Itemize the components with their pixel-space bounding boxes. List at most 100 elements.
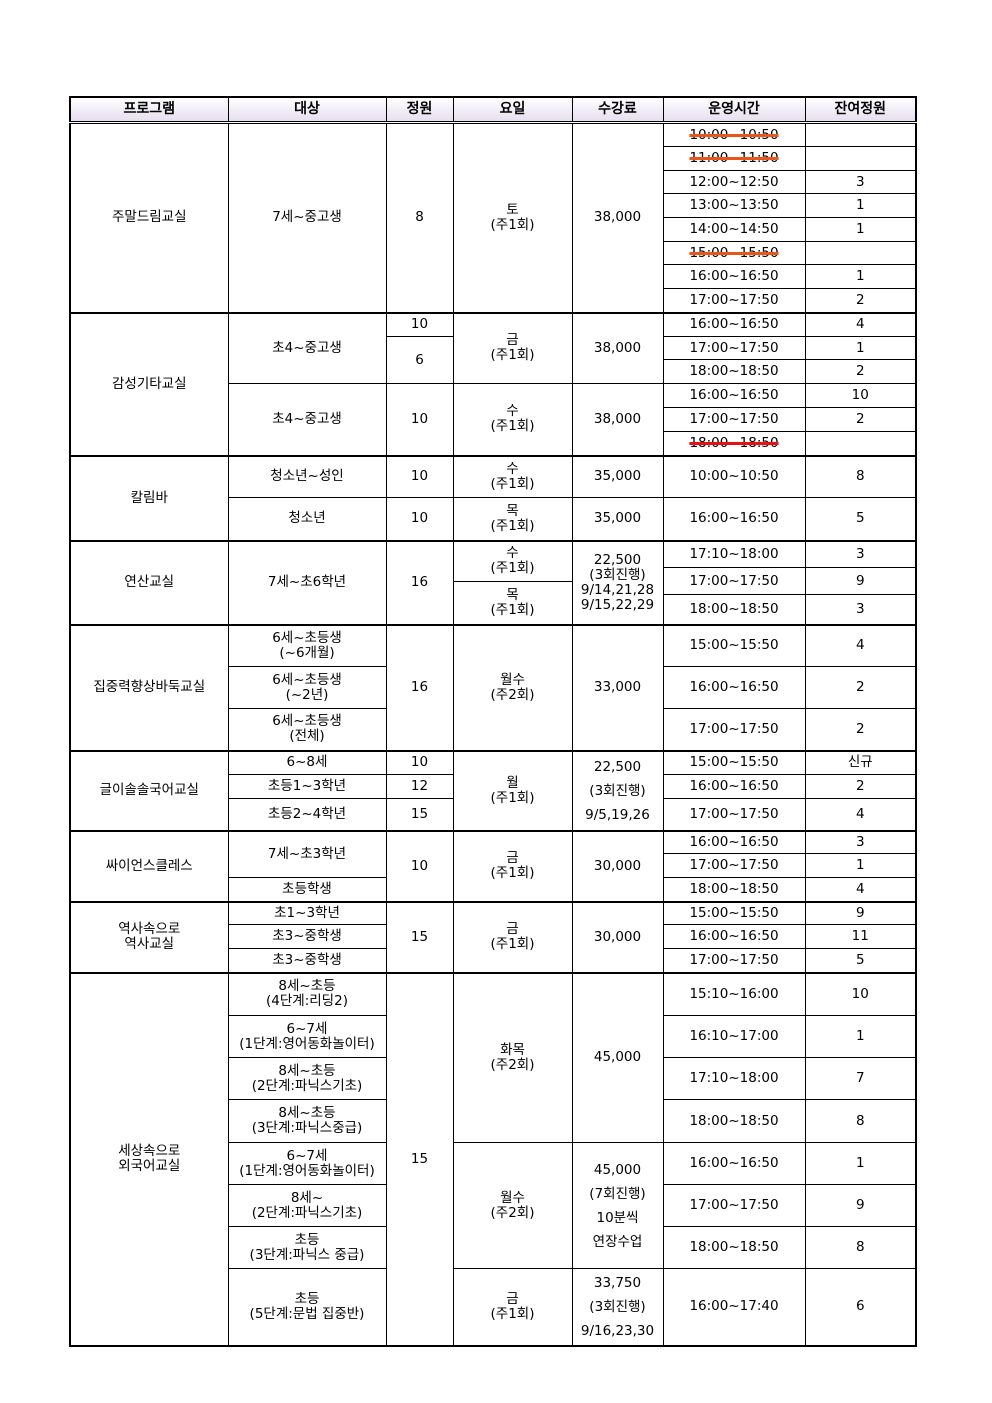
fee: 35,000 <box>571 497 664 541</box>
remaining: 3 <box>804 170 917 194</box>
section-guitar: 감성기타교실 초4~중고생 10 금 (주1회) 38,000 16:00~16… <box>69 312 917 456</box>
remaining: 10 <box>804 972 917 1016</box>
program-name: 글이솔솔국어교실 <box>69 750 229 831</box>
remaining: 2 <box>804 288 917 313</box>
day: 금 (주1회) <box>452 830 573 902</box>
fee: 38,000 <box>571 312 664 384</box>
remaining: 3 <box>804 830 917 854</box>
remaining: 3 <box>804 594 917 625</box>
capacity: 10 <box>385 312 454 337</box>
remaining: 9 <box>804 1184 917 1227</box>
header-remaining: 잔여정원 <box>804 96 917 124</box>
day: 수 (주1회) <box>452 455 573 498</box>
time: 17:00~17:50 <box>662 288 806 313</box>
target: 초4~중고생 <box>227 383 387 456</box>
remaining: 1 <box>804 193 917 218</box>
time: 18:00~18:50 <box>662 877 806 902</box>
day: 목 (주1회) <box>452 581 573 625</box>
remaining: 신규 <box>804 750 917 775</box>
capacity: 8 <box>385 122 454 313</box>
remaining: 4 <box>804 798 917 831</box>
remaining: 2 <box>804 774 917 799</box>
day: 금 (주1회) <box>452 312 573 384</box>
day: 화목 (주2회) <box>452 972 573 1143</box>
target: 초등 (5단계:문법 집중반) <box>227 1268 387 1346</box>
fee: 45,000 (7회진행) 10분씩 연장수업 <box>571 1142 664 1269</box>
remaining <box>804 146 917 171</box>
remaining <box>804 122 917 147</box>
remaining: 10 <box>804 383 917 408</box>
time: 16:00~16:50 <box>662 774 806 799</box>
remaining: 6 <box>804 1268 917 1346</box>
program-name: 감성기타교실 <box>69 312 229 456</box>
time: 10:00~10:50 <box>662 455 806 498</box>
remaining: 1 <box>804 336 917 360</box>
time: 18:00~18:50 <box>662 1099 806 1143</box>
section-history: 역사속으로 역사교실 초1~3학년 15 금 (주1회) 30,000 15:0… <box>69 901 917 973</box>
section-kalimba: 칼림바 청소년~성인 10 수 (주1회) 35,000 10:00~10:50… <box>69 455 917 541</box>
time: 16:00~16:50 <box>662 1142 806 1185</box>
program-name: 싸이언스클레스 <box>69 830 229 902</box>
target: 초등 (3단계:파닉스 중급) <box>227 1226 387 1269</box>
remaining: 1 <box>804 217 917 242</box>
time: 16:00~16:50 <box>662 383 806 408</box>
time: 17:00~17:50 <box>662 798 806 831</box>
time-cancelled: 18:00~18:50 <box>662 431 806 456</box>
target: 초등1~3학년 <box>227 774 387 799</box>
remaining: 1 <box>804 853 917 878</box>
time: 16:00~16:50 <box>662 264 806 289</box>
capacity: 16 <box>385 624 454 751</box>
target: 7세~중고생 <box>227 122 387 313</box>
remaining: 9 <box>804 567 917 595</box>
capacity: 10 <box>385 750 454 775</box>
remaining: 5 <box>804 497 917 541</box>
fee: 33,000 <box>571 624 664 751</box>
target: 청소년~성인 <box>227 455 387 498</box>
target: 6세~초등생 (~2년) <box>227 666 387 709</box>
header-capacity: 정원 <box>385 96 454 124</box>
time: 18:00~18:50 <box>662 359 806 384</box>
fee: 30,000 <box>571 830 664 902</box>
time: 15:10~16:00 <box>662 972 806 1016</box>
remaining: 7 <box>804 1057 917 1100</box>
remaining: 3 <box>804 540 917 568</box>
fee: 35,000 <box>571 455 664 498</box>
time: 17:10~18:00 <box>662 1057 806 1100</box>
day: 월수 (주2회) <box>452 624 573 751</box>
target: 6세~초등생 (전체) <box>227 708 387 751</box>
target: 초등학생 <box>227 877 387 902</box>
target: 초3~중학생 <box>227 948 387 973</box>
section-science: 싸이언스클레스 7세~초3학년 10 금 (주1회) 30,000 16:00~… <box>69 830 917 902</box>
day: 금 (주1회) <box>452 1268 573 1346</box>
time: 17:10~18:00 <box>662 540 806 568</box>
time: 16:00~16:50 <box>662 312 806 337</box>
capacity: 16 <box>385 540 454 625</box>
remaining: 8 <box>804 1226 917 1269</box>
remaining: 4 <box>804 312 917 337</box>
remaining <box>804 241 917 265</box>
program-name: 연산교실 <box>69 540 229 625</box>
capacity: 15 <box>385 901 454 973</box>
fee: 38,000 <box>571 122 664 313</box>
program-name: 역사속으로 역사교실 <box>69 901 229 973</box>
remaining: 2 <box>804 359 917 384</box>
remaining: 1 <box>804 1015 917 1058</box>
time: 16:00~16:50 <box>662 497 806 541</box>
time: 18:00~18:50 <box>662 1226 806 1269</box>
section-weekend-dream: 주말드림교실 7세~중고생 8 토 (주1회) 38,000 10:00~10:… <box>69 122 917 313</box>
time-cancelled: 11:00~11:50 <box>662 146 806 171</box>
time: 15:00~15:50 <box>662 624 806 667</box>
target: 6세~초등생 (~6개월) <box>227 624 387 667</box>
program-name: 주말드림교실 <box>69 122 229 313</box>
time: 16:00~16:50 <box>662 666 806 709</box>
fee: 33,750 (3회진행) 9/16,23,30 <box>571 1268 664 1346</box>
target: 7세~초6학년 <box>227 540 387 625</box>
time: 17:00~17:50 <box>662 853 806 878</box>
time: 15:00~15:50 <box>662 901 806 925</box>
remaining: 4 <box>804 877 917 902</box>
day: 월수 (주2회) <box>452 1142 573 1269</box>
remaining: 5 <box>804 948 917 973</box>
section-arithmetic: 연산교실 7세~초6학년 16 수 (주1회) 22,500 (3회진행) 9/… <box>69 540 917 625</box>
day: 월 (주1회) <box>452 750 573 831</box>
target: 8세~초등 (3단계:파닉스중급) <box>227 1099 387 1143</box>
